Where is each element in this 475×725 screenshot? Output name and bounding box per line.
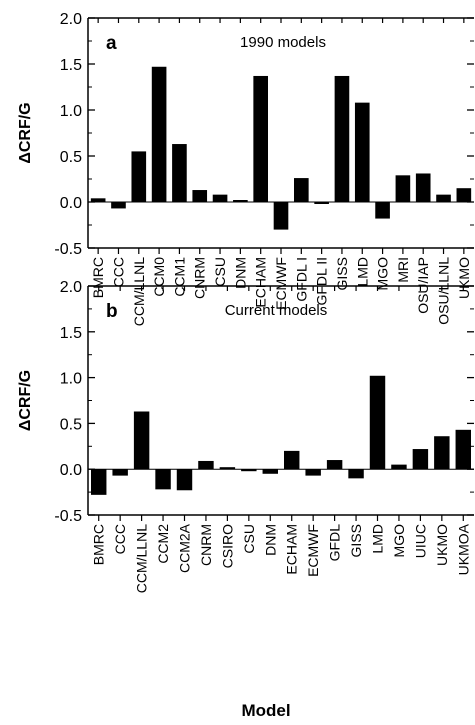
bar-bmrc [90, 198, 106, 202]
bar-cnrm [192, 190, 208, 202]
bar-ccm2a [176, 469, 193, 491]
x-tick-label: CCM/LLNL [131, 257, 147, 326]
x-tick-label: MGO [375, 257, 391, 291]
bar-mgo [375, 202, 390, 219]
x-tick-label: GFDL [327, 524, 343, 562]
x-tick-label: CSU [212, 257, 228, 287]
bar-cnrm [198, 460, 214, 470]
bar-osu-iap [415, 173, 431, 202]
bar-ccm1 [172, 144, 187, 202]
y-tick-label: 0.0 [60, 195, 82, 212]
bar-osu-llnl [436, 194, 451, 202]
bar-csu [212, 194, 228, 202]
x-tick-label: CNRM [192, 257, 208, 299]
x-tick-label: LMD [354, 257, 370, 287]
panel-b-chart: -0.5 0.0 0.5 1.0 1.5 2.0 BMRC CCC CCM/LLNL CCM2 CC… [17, 279, 474, 593]
y-tick-label: -0.5 [54, 508, 82, 525]
x-tick-label: ECHAM [284, 524, 300, 575]
y-tick-label: 0.5 [60, 149, 82, 166]
y-tick-label: 1.5 [60, 57, 82, 74]
x-tick-label: ECMWF [305, 524, 321, 577]
bar-ukmoa [455, 429, 471, 470]
bar-ecmwf [273, 202, 289, 230]
y-axis-title: ΔCRF/G [17, 370, 34, 431]
x-tick-label: GISS [348, 524, 364, 557]
x-tick-label: ECHAM [253, 257, 269, 308]
x-tick-label: DNM [232, 257, 248, 289]
x-tick-label: MGO [391, 524, 407, 558]
x-tick-label: CCM/LLNL [134, 524, 150, 593]
x-tick-label: OSU/LLNL [436, 257, 452, 325]
panel-label: a [106, 33, 117, 54]
x-tick-label: UKMO [434, 524, 450, 566]
x-tick-label: UIUC [412, 524, 428, 558]
bar-csu [241, 469, 257, 472]
y-tick-label: 1.5 [60, 325, 82, 342]
x-tick-label: UKMO [456, 257, 472, 299]
x-tick-label: CCM2 [155, 524, 171, 564]
bar-bmrc [91, 469, 107, 495]
bar-dnm [233, 200, 248, 202]
x-tick-label: GISS [334, 257, 350, 290]
bar-lmd [369, 375, 386, 470]
bar-gfdl-i [294, 178, 309, 202]
bar-ecmwf [305, 469, 321, 476]
x-tick-label: GFDL I [293, 257, 309, 302]
bar-dnm [262, 469, 278, 474]
panel-title: 1990 models [240, 34, 326, 51]
bar-ccc [111, 202, 126, 209]
bar-giss [334, 75, 350, 202]
x-tick-label: CCC [112, 524, 128, 554]
bar-gfdl-ii [314, 202, 329, 204]
x-tick-label: GFDL II [314, 257, 330, 306]
y-tick-label: 0.0 [60, 462, 82, 479]
y-tick-label: 0.5 [60, 416, 82, 433]
x-axis-title: Model [241, 701, 290, 720]
x-tick-label: CCM2A [177, 523, 193, 573]
bar-uiuc [412, 449, 429, 470]
bar-echam [253, 75, 268, 202]
bar-ukmo [434, 436, 450, 470]
x-tick-label: CNRM [198, 524, 214, 566]
y-tick-label: 1.0 [60, 103, 82, 120]
x-tick-label: UKMOA [455, 523, 471, 575]
bar-ccm0 [151, 66, 167, 202]
bar-ccc [112, 469, 128, 476]
x-tick-label: LMD [370, 524, 386, 554]
bar-mri [395, 175, 411, 202]
bar-lmd [354, 102, 370, 202]
bar-ccm-llnl [131, 151, 147, 202]
panel-title: Current models [225, 302, 328, 319]
bar-ccm-llnl [133, 411, 150, 470]
x-tick-label: DNM [262, 524, 278, 556]
x-tick-label: CCC [110, 257, 126, 287]
x-tick-label: MRI [395, 257, 411, 283]
bar-mgo [391, 464, 407, 470]
bar-ccm2 [155, 469, 171, 490]
x-tick-label: CCM0 [151, 257, 167, 297]
y-tick-label: 2.0 [60, 11, 82, 28]
bar-gfdl [326, 460, 343, 470]
bar-ukmo [456, 188, 472, 202]
x-tick-label: ECMWF [273, 257, 289, 310]
x-tick-label: CSU [241, 524, 257, 554]
x-tick-label: BMRC [91, 524, 107, 565]
bar-giss [348, 469, 364, 479]
y-tick-label: -0.5 [54, 241, 82, 258]
y-tick-label: 2.0 [60, 279, 82, 296]
panel-label: b [106, 301, 118, 322]
y-tick-label: 1.0 [60, 371, 82, 388]
y-axis-title: ΔCRF/G [17, 102, 34, 163]
bar-echam [284, 450, 300, 470]
x-tick-label: CSIRO [219, 524, 235, 568]
bar-csiro [219, 467, 236, 470]
x-tick-label: BMRC [90, 257, 106, 298]
